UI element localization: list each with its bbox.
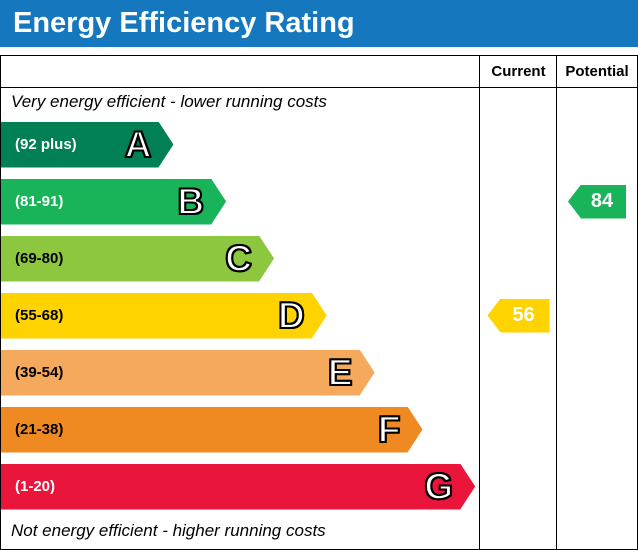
band-g-range: (1-20) bbox=[15, 478, 56, 495]
current-cell-a bbox=[480, 116, 557, 173]
band-row-f: (21-38) F bbox=[1, 401, 637, 458]
top-note-row: Very energy efficient - lower running co… bbox=[1, 88, 637, 116]
title-gap bbox=[0, 47, 638, 55]
band-e-range: (39-54) bbox=[15, 364, 64, 381]
band-g-bar: (1-20) G bbox=[1, 464, 475, 510]
band-row-e: (39-54) E bbox=[1, 344, 637, 401]
band-bar-area: (1-20) G bbox=[1, 458, 480, 515]
current-rating-pointer: 56 bbox=[487, 298, 550, 333]
band-c-range: (69-80) bbox=[15, 250, 64, 267]
bottom-note: Not energy efficient - higher running co… bbox=[11, 521, 326, 540]
band-row-g: (1-20) G bbox=[1, 458, 637, 515]
band-a-range: (92 plus) bbox=[15, 136, 77, 153]
band-d-bar: (55-68) D bbox=[1, 293, 327, 339]
current-cell-f bbox=[480, 401, 557, 458]
band-b-letter: B bbox=[177, 181, 205, 222]
column-divider-current bbox=[479, 56, 480, 549]
band-bar-area: (92 plus) A bbox=[1, 116, 480, 173]
top-note: Very energy efficient - lower running co… bbox=[11, 92, 327, 111]
potential-cell-c bbox=[557, 230, 637, 287]
band-e-bar: (39-54) E bbox=[1, 350, 375, 396]
band-row-b: (81-91) B 84 bbox=[1, 173, 637, 230]
band-bar-area: (81-91) B bbox=[1, 173, 480, 230]
band-f-bar: (21-38) F bbox=[1, 407, 423, 453]
potential-cell-g bbox=[557, 458, 637, 515]
column-header-current: Current bbox=[491, 63, 546, 80]
band-row-c: (69-80) C bbox=[1, 230, 637, 287]
band-b-bar: (81-91) B bbox=[1, 179, 226, 225]
column-header-potential: Potential bbox=[565, 63, 629, 80]
potential-cell-a bbox=[557, 116, 637, 173]
band-bar-area: (55-68) D bbox=[1, 287, 480, 344]
band-f-range: (21-38) bbox=[15, 421, 64, 438]
band-bar-area: (39-54) E bbox=[1, 344, 480, 401]
band-d-letter: D bbox=[277, 295, 305, 336]
bottom-note-row: Not energy efficient - higher running co… bbox=[1, 515, 637, 547]
current-cell-c bbox=[480, 230, 557, 287]
band-a-bar: (92 plus) A bbox=[1, 122, 173, 168]
band-c-bar: (69-80) C bbox=[1, 236, 274, 282]
current-cell-b bbox=[480, 173, 557, 230]
band-f-letter: F bbox=[377, 409, 401, 450]
potential-cell-e bbox=[557, 344, 637, 401]
rating-table: Current Potential Very energy efficient … bbox=[0, 55, 638, 550]
band-c-letter: C bbox=[225, 238, 253, 279]
potential-cell-b: 84 bbox=[557, 173, 637, 230]
page-title: Energy Efficiency Rating bbox=[13, 7, 355, 39]
band-bar-area: (69-80) C bbox=[1, 230, 480, 287]
band-row-d: (55-68) D 56 bbox=[1, 287, 637, 344]
band-d-range: (55-68) bbox=[15, 307, 64, 324]
current-cell-g bbox=[480, 458, 557, 515]
band-b-range: (81-91) bbox=[15, 193, 64, 210]
potential-rating-pointer: 84 bbox=[568, 184, 626, 219]
column-divider-potential bbox=[556, 56, 557, 549]
potential-cell-d bbox=[557, 287, 637, 344]
title-bar: Energy Efficiency Rating bbox=[0, 0, 638, 47]
band-a-letter: A bbox=[124, 124, 152, 165]
current-cell-e bbox=[480, 344, 557, 401]
band-g-letter: G bbox=[424, 466, 454, 507]
table-header-row: Current Potential bbox=[1, 56, 637, 88]
current-cell-d: 56 bbox=[480, 287, 557, 344]
band-e-letter: E bbox=[327, 352, 353, 393]
band-bar-area: (21-38) F bbox=[1, 401, 480, 458]
potential-cell-f bbox=[557, 401, 637, 458]
band-row-a: (92 plus) A bbox=[1, 116, 637, 173]
